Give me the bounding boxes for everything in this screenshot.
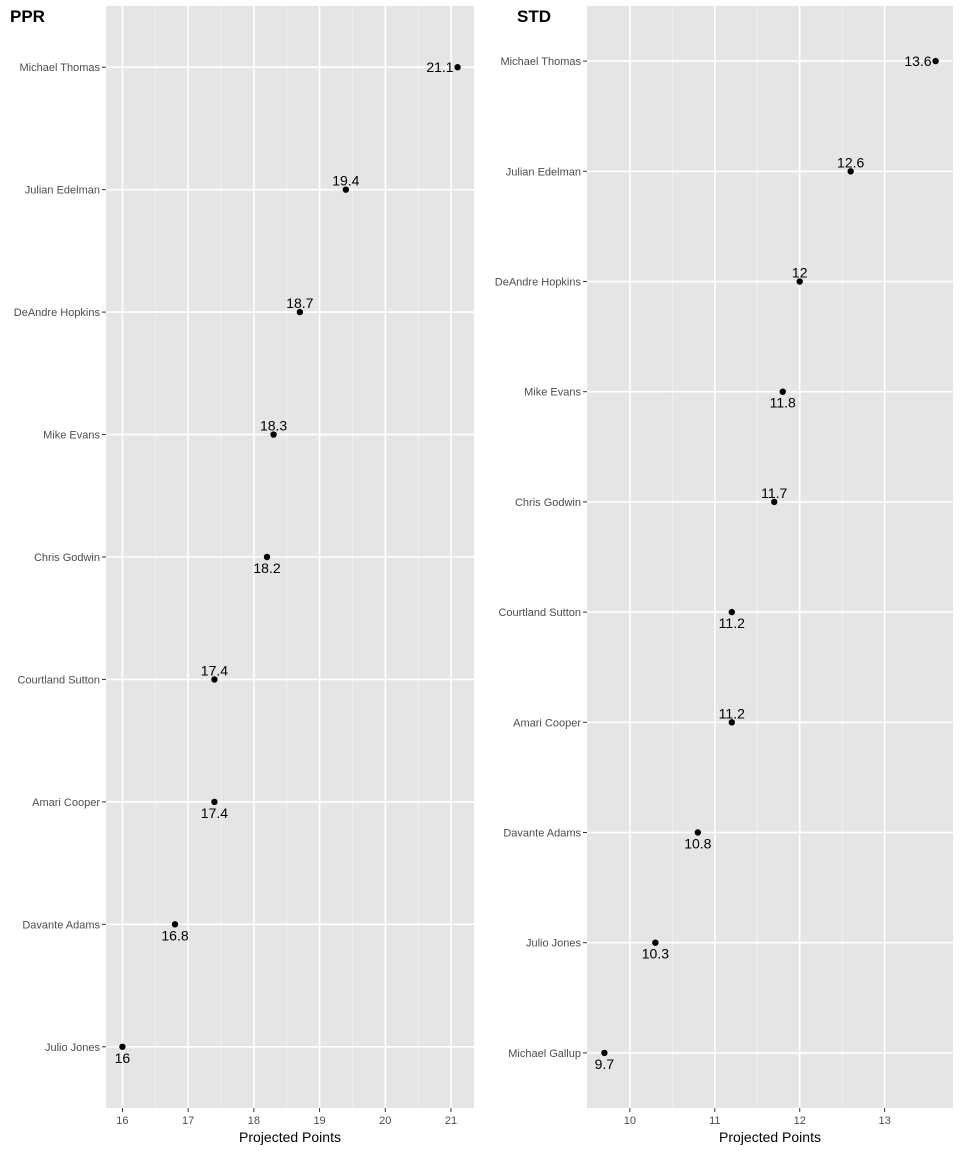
std-point-amari-cooper — [728, 719, 735, 726]
std-y-tick-label-julio-jones: Julio Jones — [526, 938, 582, 950]
ppr-point-chris-godwin — [263, 553, 271, 561]
std-point-deandre-hopkins — [796, 278, 803, 285]
ppr-x-tick-label: 21 — [445, 1115, 457, 1127]
ppr-y-tick-label-courtland-sutton: Courtland Sutton — [17, 674, 100, 686]
std-x-tick-label: 13 — [879, 1115, 891, 1127]
std-point-courtland-sutton — [728, 608, 735, 616]
ppr-x-axis-title: Projected Points — [239, 1129, 341, 1145]
ppr-point-michael-thomas — [454, 64, 461, 71]
ppr-panel: 16 17 18 19 20 21 Michael Thomas Julian Edelman… — [10, 6, 474, 1145]
std-y-tick-label-chris-godwin: Chris Godwin — [515, 497, 581, 509]
ppr-x-tick-label: 18 — [248, 1115, 260, 1127]
std-point-michael-gallup — [601, 1049, 608, 1057]
std-point-davante-adams — [694, 829, 702, 836]
std-panel-title: STD — [517, 7, 551, 26]
std-value-label-courtland-sutton: 11.2 — [719, 615, 745, 631]
ppr-value-label-mike-evans: 18.3 — [260, 418, 287, 434]
ppr-value-label-chris-godwin: 18.2 — [253, 560, 280, 576]
std-y-tick-label-courtland-sutton: Courtland Sutton — [498, 607, 581, 619]
ppr-point-davante-adams — [171, 921, 179, 928]
std-value-label-deandre-hopkins: 12 — [792, 265, 808, 281]
std-value-label-julian-edelman: 12.6 — [837, 154, 864, 170]
ppr-point-julian-edelman — [342, 186, 350, 193]
ppr-x-tick-label: 17 — [182, 1115, 194, 1127]
std-value-label-davante-adams: 10.8 — [684, 836, 711, 852]
std-point-julio-jones — [652, 939, 659, 946]
std-value-label-amari-cooper: 11.2 — [719, 705, 745, 721]
std-value-label-chris-godwin: 11.7 — [761, 485, 787, 501]
std-y-tick-label-amari-cooper: Amari Cooper — [513, 717, 581, 729]
std-y-tick-label-davante-adams: Davante Adams — [503, 828, 581, 840]
std-plot-background — [587, 6, 953, 1108]
ppr-x-tick-label: 16 — [116, 1115, 128, 1127]
std-panel: 10 11 12 13 Michael Thomas Julian Edelman DeAn… — [495, 6, 953, 1145]
std-y-tick-label-deandre-hopkins: DeAndre Hopkins — [495, 277, 582, 289]
std-y-tick-label-michael-gallup: Michael Gallup — [508, 1048, 581, 1060]
std-y-tick-label-mike-evans: Mike Evans — [524, 387, 581, 399]
ppr-point-amari-cooper — [211, 798, 218, 806]
ppr-y-tick-label-chris-godwin: Chris Godwin — [34, 552, 100, 564]
std-point-mike-evans — [779, 388, 786, 395]
std-y-tick-label-julian-edelman: Julian Edelman — [506, 166, 581, 178]
ppr-y-tick-label-julio-jones: Julio Jones — [45, 1042, 101, 1054]
std-x-axis-title: Projected Points — [719, 1129, 821, 1145]
std-x-tick-label: 10 — [624, 1115, 636, 1127]
ppr-value-label-michael-thomas: 21.1 — [426, 59, 453, 75]
std-value-label-mike-evans: 11.8 — [770, 395, 796, 411]
std-point-julian-edelman — [847, 168, 854, 175]
ppr-value-label-amari-cooper: 17.4 — [201, 805, 228, 821]
std-value-label-michael-gallup: 9.7 — [595, 1056, 615, 1072]
ppr-value-label-julian-edelman: 19.4 — [332, 173, 359, 189]
ppr-y-tick-label-deandre-hopkins: DeAndre Hopkins — [14, 307, 101, 319]
ppr-y-tick-label-amari-cooper: Amari Cooper — [32, 797, 100, 809]
std-point-chris-godwin — [771, 498, 778, 506]
std-value-label-michael-thomas: 13.6 — [904, 53, 931, 69]
ppr-value-label-davante-adams: 16.8 — [161, 927, 188, 943]
ppr-point-mike-evans — [270, 431, 277, 438]
ppr-value-label-deandre-hopkins: 18.7 — [286, 295, 313, 311]
ppr-point-courtland-sutton — [211, 676, 218, 683]
ppr-value-label-courtland-sutton: 17.4 — [201, 662, 228, 678]
ppr-y-tick-label-michael-thomas: Michael Thomas — [20, 62, 101, 74]
ppr-x-tick-label: 20 — [379, 1115, 391, 1127]
ppr-value-label-julio-jones: 16 — [115, 1050, 131, 1066]
ppr-y-tick-label-davante-adams: Davante Adams — [22, 919, 100, 931]
ppr-panel-title: PPR — [10, 7, 45, 26]
ppr-y-tick-label-julian-edelman: Julian Edelman — [25, 185, 100, 197]
ppr-point-julio-jones — [119, 1043, 126, 1050]
std-value-label-julio-jones: 10.3 — [642, 946, 669, 962]
std-point-michael-thomas — [932, 57, 939, 65]
std-x-tick-label: 11 — [709, 1115, 720, 1127]
std-x-tick-label: 12 — [794, 1115, 806, 1127]
ppr-x-tick-label: 19 — [313, 1115, 325, 1127]
ppr-y-tick-label-mike-evans: Mike Evans — [43, 430, 100, 442]
std-y-tick-label-michael-thomas: Michael Thomas — [501, 56, 582, 68]
ppr-point-deandre-hopkins — [296, 308, 304, 316]
